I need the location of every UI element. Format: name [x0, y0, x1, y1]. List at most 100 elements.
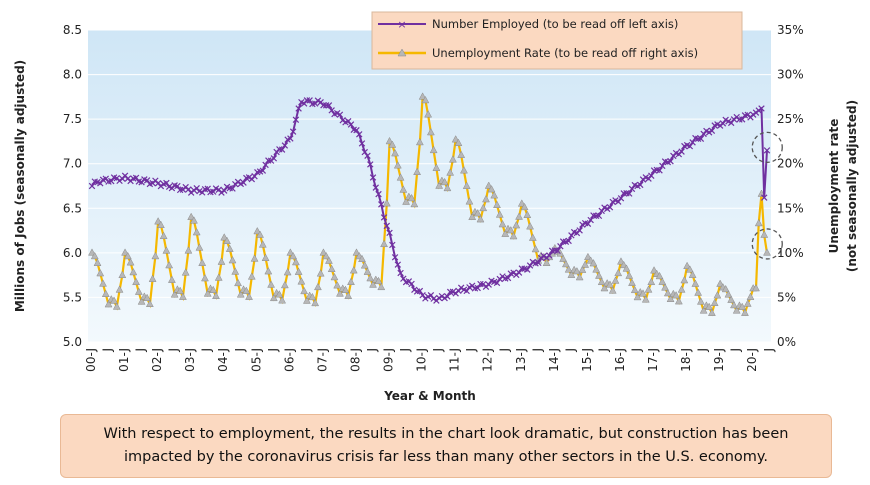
rate-point: [253, 226, 262, 235]
rate-point: [418, 92, 427, 100]
employment-point: [386, 229, 393, 237]
rate-point: [564, 265, 573, 273]
rate-point: [611, 276, 620, 284]
employment-point: [546, 252, 553, 259]
employment-point: [251, 173, 258, 180]
rate-point: [583, 252, 592, 261]
x-tick-label: 04-J: [216, 348, 230, 372]
employment-point: [270, 155, 278, 162]
x-tick-label: J: [530, 348, 544, 353]
rate-point: [732, 306, 741, 314]
x-tick-label: 14-J: [547, 348, 561, 372]
x-axis-title: Year & Month: [383, 389, 476, 403]
employment-point: [391, 254, 399, 261]
rate-point: [655, 271, 664, 280]
employment-point: [694, 135, 702, 143]
rate-point: [575, 272, 584, 281]
rate-point: [195, 243, 204, 251]
rate-point: [614, 268, 623, 277]
rate-point: [360, 261, 369, 269]
rate-point: [308, 292, 317, 301]
rate-point: [473, 209, 482, 217]
rate-point: [661, 283, 669, 291]
rate-point: [724, 290, 733, 298]
employment-point: [587, 216, 594, 224]
rate-point: [134, 287, 143, 295]
rate-point: [283, 268, 292, 276]
employment-point: [557, 243, 564, 250]
rate-point: [495, 210, 504, 218]
x-tick-label: J: [233, 348, 247, 353]
x-tick-label: 00-J: [84, 348, 98, 372]
rate-point: [650, 266, 658, 274]
employment-point: [295, 105, 302, 112]
rate-point: [333, 281, 342, 289]
employment-point: [576, 227, 583, 234]
rate-point: [209, 285, 218, 294]
rate-point: [410, 199, 419, 208]
rate-point: [167, 275, 176, 283]
rate-point: [446, 168, 455, 176]
rate-point: [291, 257, 300, 266]
x-tick-label: J: [464, 348, 478, 353]
rate-point: [258, 240, 267, 248]
rate-point: [322, 251, 331, 260]
rate-point: [589, 259, 598, 267]
rate-point: [330, 272, 339, 281]
rate-point: [267, 280, 276, 288]
rate-point: [396, 173, 405, 181]
x-tick-label: J: [630, 348, 644, 353]
rate-point: [374, 276, 383, 285]
employment-point: [504, 274, 512, 282]
rate-point: [132, 277, 141, 286]
rate-point: [341, 285, 350, 294]
rate-point: [275, 290, 284, 298]
rate-point: [696, 297, 705, 305]
employment-point: [383, 222, 391, 230]
employment-point: [515, 269, 523, 276]
rate-point: [741, 308, 749, 316]
employment-point: [364, 152, 371, 160]
employment-point: [281, 142, 289, 149]
employment-point: [592, 212, 600, 220]
rate-point: [699, 306, 708, 314]
rate-point: [694, 288, 703, 296]
rate-point: [407, 193, 416, 202]
employment-point: [408, 280, 415, 288]
employment-point: [380, 214, 388, 221]
right-axis-title-line1: Unemployment rate: [827, 119, 841, 254]
rate-point: [385, 136, 394, 145]
employment-point: [303, 97, 311, 104]
rate-point: [99, 279, 107, 287]
rate-point: [112, 302, 121, 310]
rate-point: [490, 191, 499, 199]
rate-point: [245, 292, 253, 300]
employment-point: [287, 135, 294, 142]
employment-point: [485, 281, 492, 288]
rate-point: [763, 248, 771, 256]
rate-point: [680, 275, 689, 284]
employment-point: [375, 190, 382, 198]
rate-point: [366, 274, 375, 282]
x-tick-label: 15-J: [580, 348, 594, 372]
rate-point: [269, 293, 278, 302]
employment-point: [637, 181, 644, 189]
employment-point: [132, 174, 140, 182]
rate-point: [190, 216, 198, 224]
left-tick-label: 5.5: [63, 290, 82, 304]
x-tick-label: J: [332, 348, 346, 353]
employment-point: [259, 167, 267, 174]
x-tick-label: 09-J: [382, 348, 396, 372]
rate-point: [457, 150, 466, 158]
rate-point: [264, 267, 273, 275]
rate-point: [619, 260, 628, 269]
rate-point: [663, 288, 672, 297]
rate-point: [316, 269, 325, 277]
employment-point: [356, 131, 363, 138]
rate-point: [760, 230, 769, 238]
rate-point: [184, 246, 193, 254]
rate-point: [170, 290, 179, 298]
x-tick-label: 07-J: [315, 348, 329, 372]
rate-point: [280, 280, 289, 289]
right-tick-label: 0%: [777, 335, 796, 349]
